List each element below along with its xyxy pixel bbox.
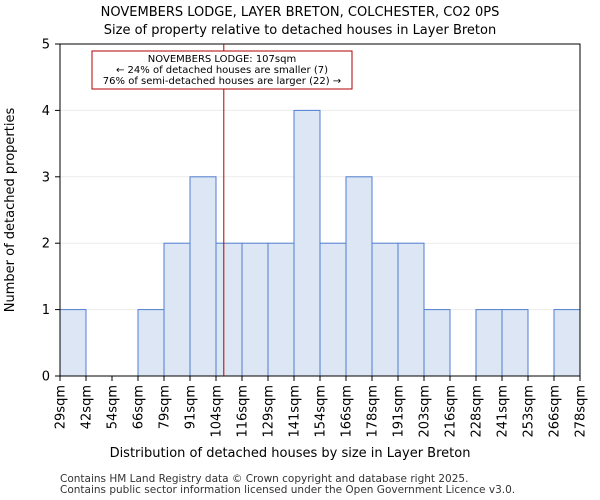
x-tick-label: 129sqm <box>262 385 277 438</box>
bar-191sqm <box>397 242 425 377</box>
x-tick-label: 253sqm <box>522 385 537 438</box>
x-tick-label: 228sqm <box>470 385 485 438</box>
x-tick-label: 66sqm <box>132 385 147 429</box>
y-tick-label: 1 <box>42 303 50 318</box>
x-tick-label: 266sqm <box>548 385 563 438</box>
bar-141sqm <box>293 109 321 377</box>
x-tick-label: 104sqm <box>210 385 225 438</box>
bar-29sqm <box>59 309 87 377</box>
chart-title-line1: NOVEMBERS LODGE, LAYER BRETON, COLCHESTE… <box>101 5 500 20</box>
property-annotation: NOVEMBERS LODGE: 107sqm ← 24% of detache… <box>91 50 353 90</box>
bar-154sqm <box>319 242 347 377</box>
bar-166sqm <box>345 176 373 377</box>
x-tick-label: 203sqm <box>418 385 433 438</box>
annotation-line1: NOVEMBERS LODGE: 107sqm <box>148 54 296 65</box>
footer-line1: Contains HM Land Registry data © Crown c… <box>60 473 469 485</box>
x-tick-label: 141sqm <box>288 385 303 438</box>
annotation-box <box>91 50 353 90</box>
bar-79sqm <box>163 242 191 377</box>
x-tick-label: 29sqm <box>54 385 69 429</box>
x-tick-label: 116sqm <box>236 385 251 438</box>
x-tick-label: 191sqm <box>392 385 407 438</box>
annotation-line3: 76% of semi-detached houses are larger (… <box>103 76 341 87</box>
x-tick-label: 216sqm <box>444 385 459 438</box>
bar-203sqm <box>423 309 451 377</box>
y-tick-label: 4 <box>42 104 50 119</box>
bar-266sqm <box>553 309 581 377</box>
y-tick-label: 5 <box>42 38 50 53</box>
footer-line2: Contains public sector information licen… <box>60 484 516 496</box>
bar-178sqm <box>371 242 399 377</box>
y-tick-label: 3 <box>42 170 50 185</box>
bar-228sqm <box>475 309 503 377</box>
bar-66sqm <box>137 309 165 377</box>
bar-116sqm <box>241 242 269 377</box>
bar-104sqm <box>215 242 243 377</box>
x-tick-label: 54sqm <box>106 385 121 429</box>
y-tick-label: 2 <box>42 237 50 252</box>
chart-title-line2: Size of property relative to detached ho… <box>104 23 496 38</box>
x-axis-ticks: 29sqm 42sqm 54sqm 66sqm 79sqm 91sqm 104sqm 116s… <box>54 376 589 438</box>
y-axis-ticks: 0 1 2 3 4 5 <box>42 38 60 385</box>
x-tick-label: 178sqm <box>366 385 381 438</box>
x-tick-label: 91sqm <box>184 385 199 429</box>
bar-129sqm <box>267 242 295 377</box>
x-tick-label: 278sqm <box>574 385 589 438</box>
y-axis-label: Number of detached properties <box>3 108 18 313</box>
bars <box>59 109 581 377</box>
x-tick-label: 42sqm <box>80 385 95 429</box>
y-tick-label: 0 <box>42 370 50 385</box>
x-tick-label: 79sqm <box>158 385 173 429</box>
bar-241sqm <box>501 309 529 377</box>
bar-91sqm <box>189 176 217 377</box>
annotation-line2: ← 24% of detached houses are smaller (7) <box>116 65 328 76</box>
x-tick-label: 154sqm <box>314 385 329 438</box>
x-axis-label: Distribution of detached houses by size … <box>110 446 471 461</box>
x-tick-label: 241sqm <box>496 385 511 438</box>
x-tick-label: 166sqm <box>340 385 355 438</box>
